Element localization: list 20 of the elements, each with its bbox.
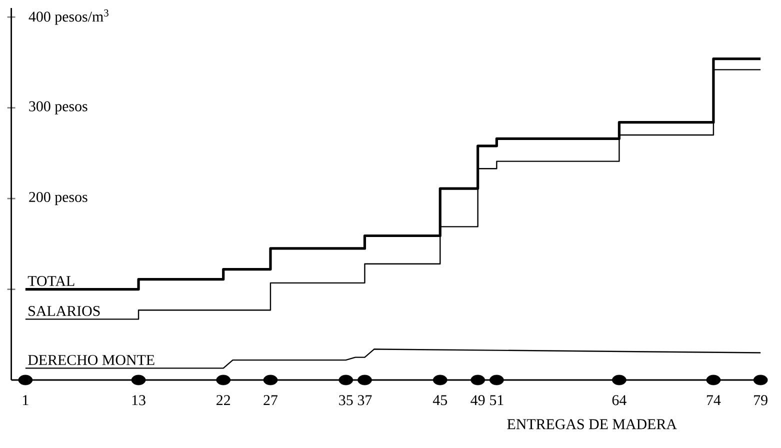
series-label: DERECHO MONTE	[28, 354, 154, 366]
x-tick-label: 45	[432, 395, 448, 406]
x-tick-label: 1	[23, 395, 28, 406]
x-tick-label: 37	[358, 395, 372, 406]
series-label: SALARIOS	[28, 306, 100, 316]
x-tick-label: 35	[339, 395, 353, 406]
x-tick-label: 22	[216, 395, 230, 406]
x-tick-label: 27	[264, 395, 278, 406]
x-tick-label: 49	[470, 395, 485, 406]
y-tick-label: 400 pesos/m$^{3}$	[28, 9, 108, 25]
x-tick-label: 64	[612, 395, 626, 406]
x-axis-title: ENTREGAS DE MADERA	[507, 419, 677, 430]
x-tick-label: 51	[490, 395, 504, 406]
x-tick-label: 74	[706, 395, 721, 405]
x-tick-label: 79	[754, 395, 768, 406]
y-tick-label: 300 pesos	[29, 101, 88, 114]
x-tick-label: 13	[132, 395, 146, 406]
series-label: TOTAL	[28, 276, 74, 286]
line-series	[24, 348, 762, 369]
y-tick-label: 200 pesos	[29, 192, 88, 206]
